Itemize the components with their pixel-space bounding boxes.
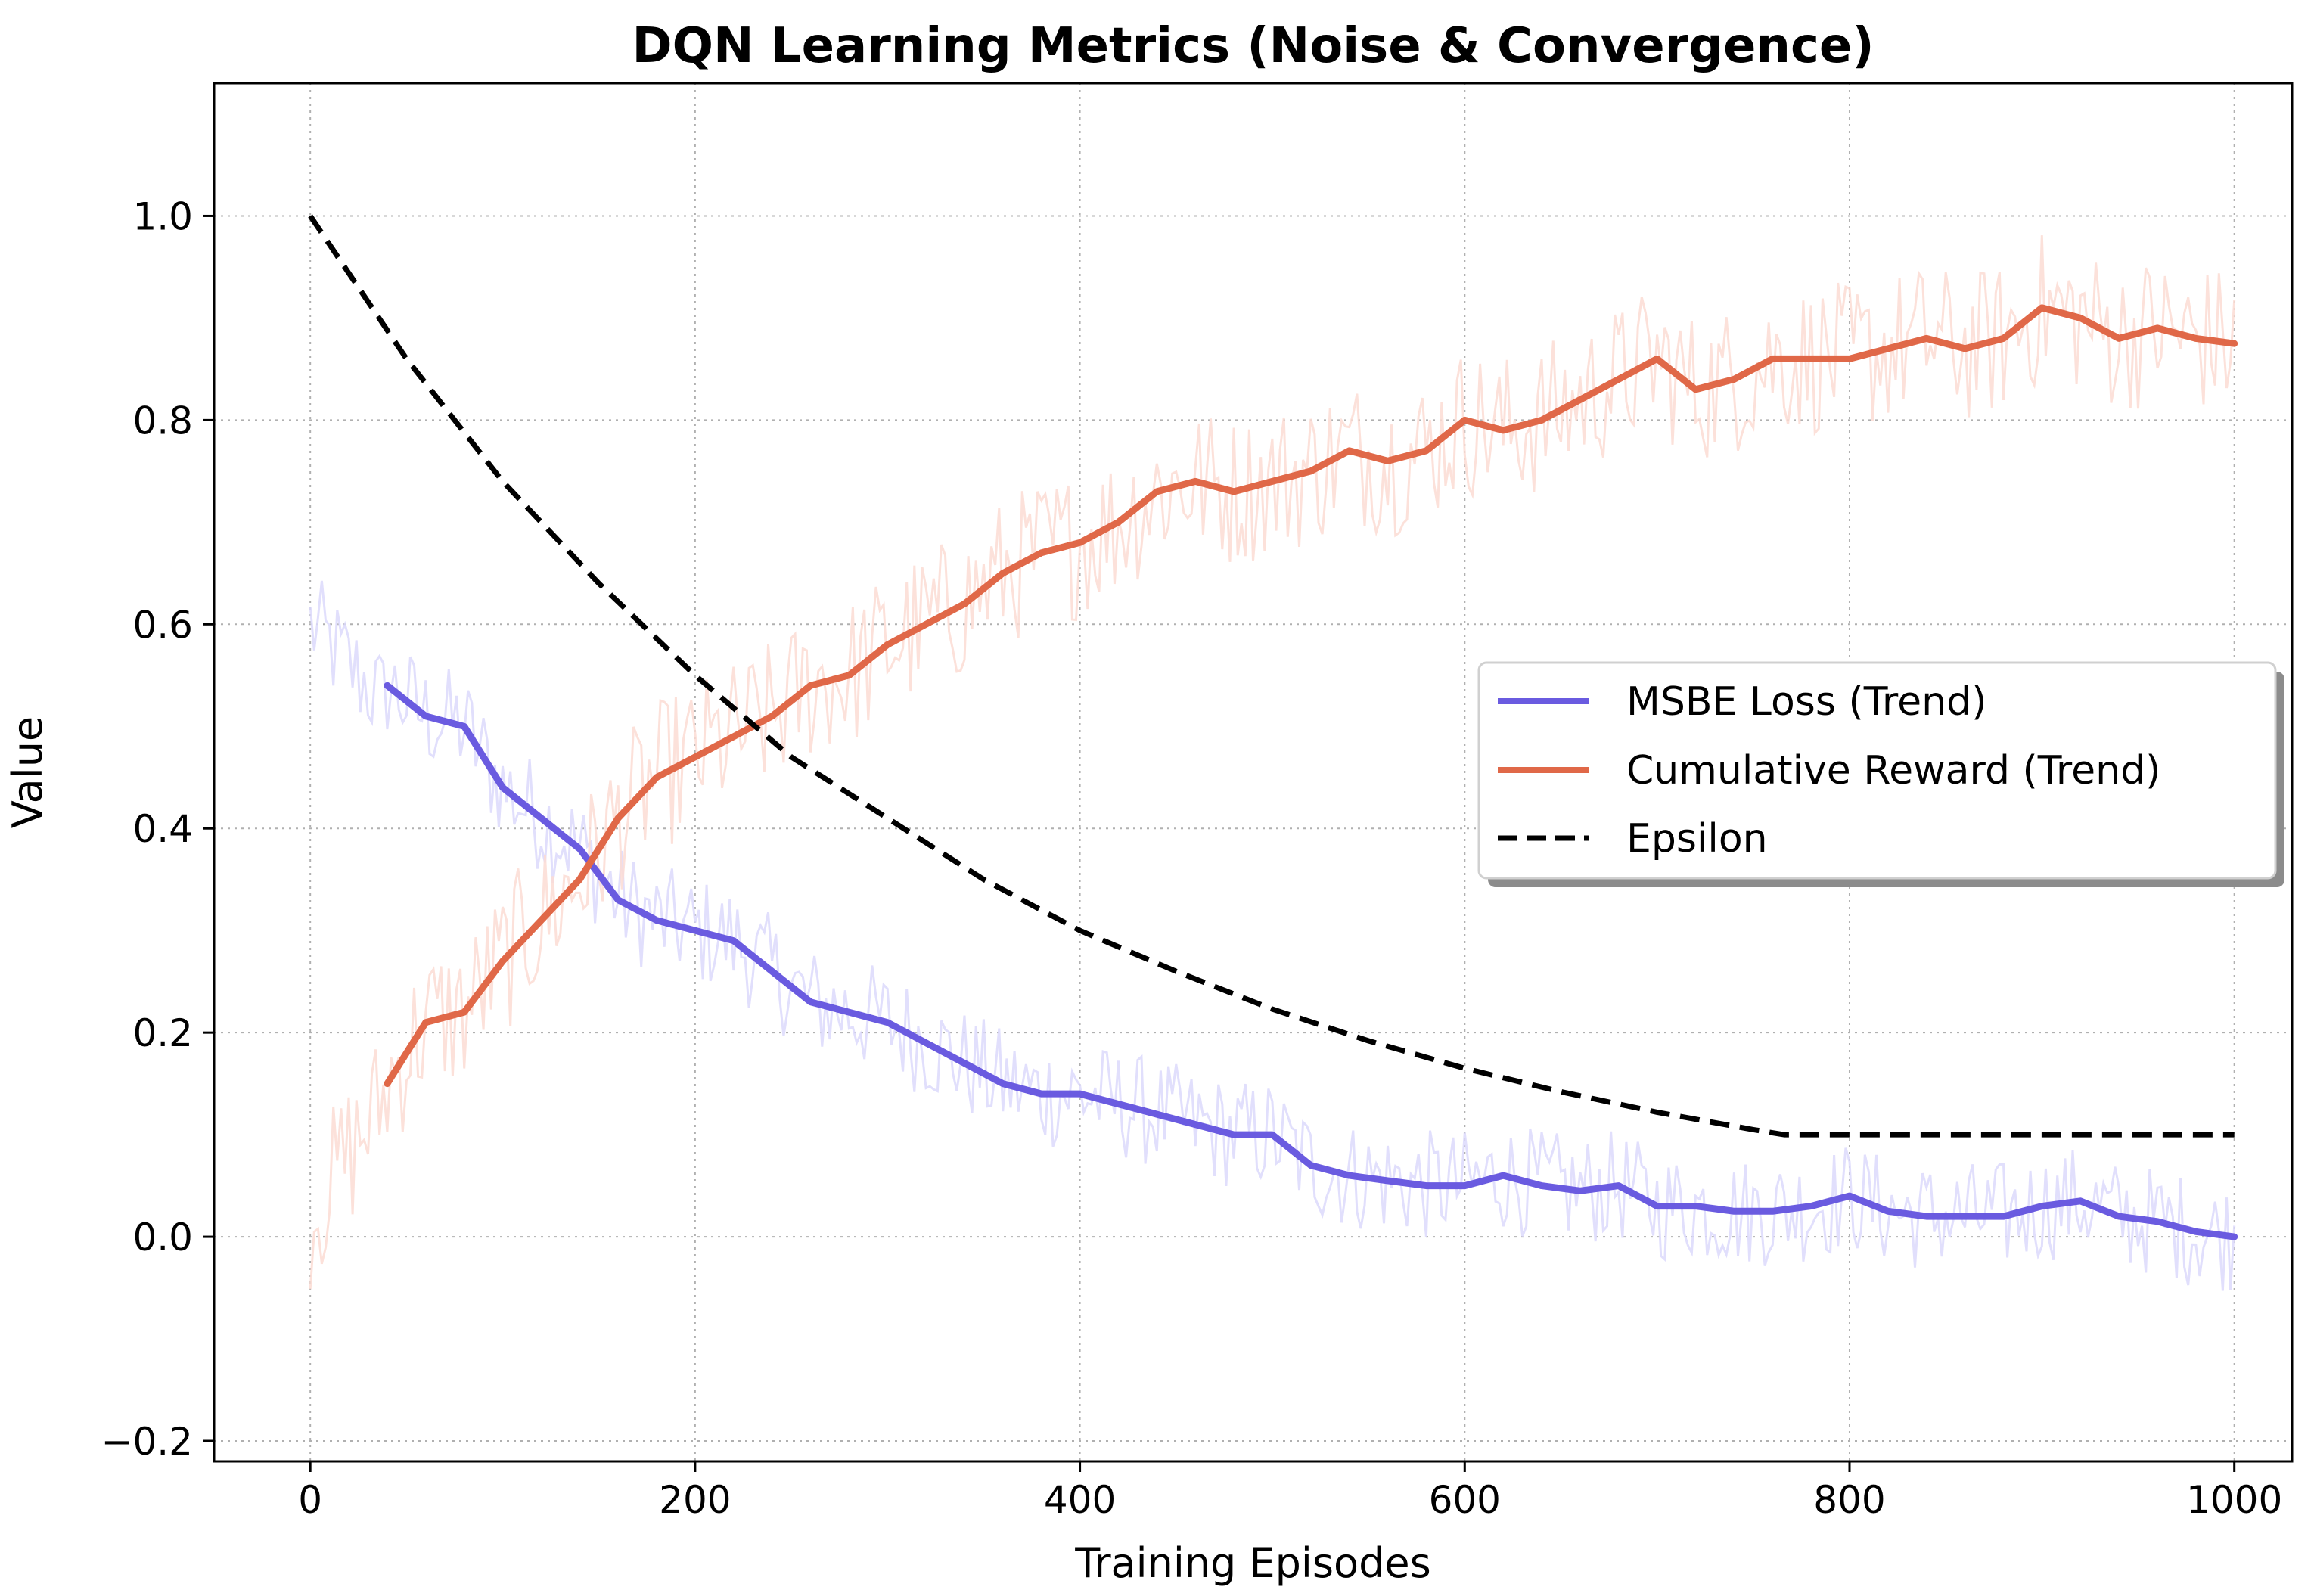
legend-label-epsilon: Epsilon	[1626, 816, 1768, 862]
series-layer	[308, 214, 2238, 1240]
x-tick-label: 400	[1044, 1478, 1116, 1522]
series-line-1	[384, 304, 2238, 1088]
x-tick-label: 0	[298, 1478, 322, 1522]
y-tick-label: 1.0	[132, 194, 193, 238]
series-line-0	[384, 682, 2238, 1240]
plot-frame	[213, 82, 2294, 1463]
y-tick-label: 0.4	[132, 807, 193, 851]
y-tick-label: 0.6	[132, 603, 193, 647]
raw-trace-1	[309, 235, 2236, 1290]
x-axis-label: Training Episodes	[1074, 1539, 1430, 1587]
x-tick-label: 600	[1429, 1478, 1501, 1522]
chart-title: DQN Learning Metrics (Noise & Convergenc…	[632, 18, 1874, 74]
y-tick-label: 0.8	[132, 399, 193, 442]
x-tick-label: 200	[659, 1478, 731, 1522]
raw-noise-layer	[309, 235, 2236, 1291]
legend-box	[1477, 661, 2277, 880]
x-tick-label: 1000	[2186, 1478, 2282, 1522]
series-line-2	[308, 214, 2235, 1138]
legend-label-cumulative-reward: Cumulative Reward (Trend)	[1626, 748, 2160, 793]
x-tick-label: 800	[1813, 1478, 1885, 1522]
legend-label-msbe-loss: MSBE Loss (Trend)	[1626, 679, 1986, 725]
y-tick-label: 0.0	[132, 1216, 193, 1259]
y-tick-label: 0.2	[132, 1011, 193, 1055]
legend: MSBE Loss (Trend) Cumulative Reward (Tre…	[1477, 661, 2284, 887]
raw-trace-0	[309, 580, 2236, 1291]
y-axis-label: Value	[4, 716, 51, 828]
y-tick-label: −0.2	[101, 1420, 193, 1464]
axis-ticks: 0 200 400 600 800 1000 −0.2 0.0 0.2 0.4 0.6 0.8 1.0	[101, 194, 2283, 1522]
